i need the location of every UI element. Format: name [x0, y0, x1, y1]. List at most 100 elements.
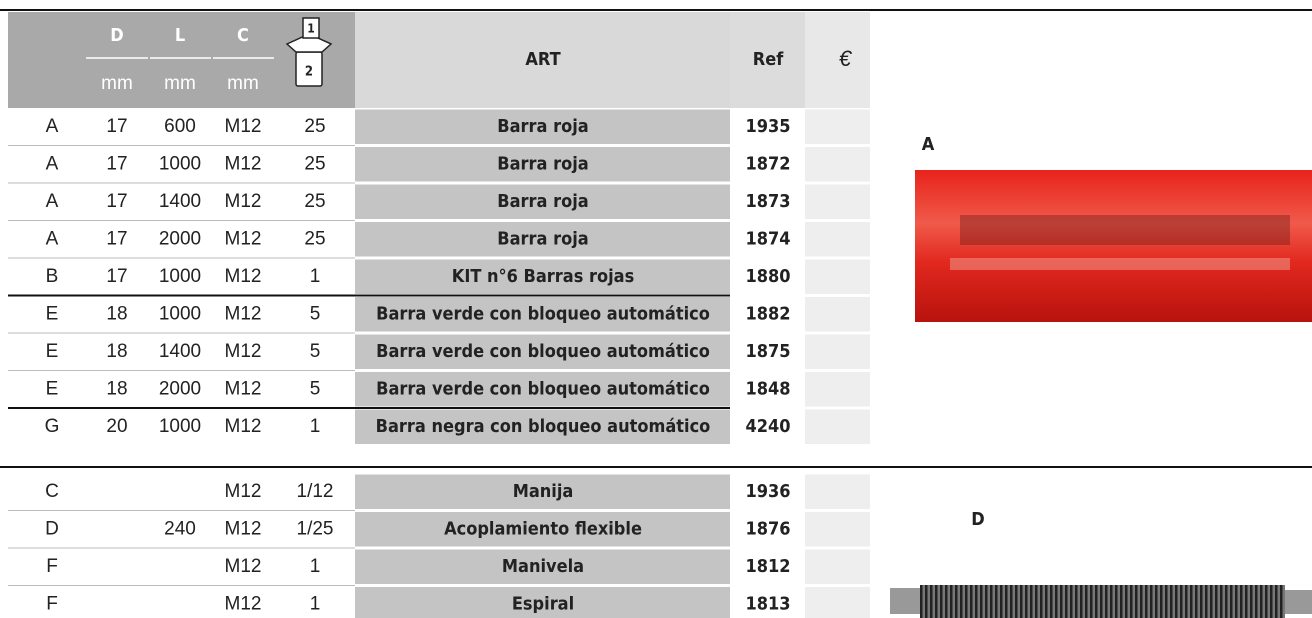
col-ref: Ref — [753, 49, 784, 70]
cell-pack: 1/12 — [297, 481, 334, 502]
art-cell — [355, 297, 730, 332]
cell-pack: 1 — [310, 266, 321, 287]
cell-pack: 25 — [304, 153, 325, 174]
art-name: Barra negra con bloqueo automático — [376, 416, 711, 437]
art-cell — [355, 222, 730, 257]
art-cell — [355, 109, 730, 144]
cell-pack: 25 — [304, 116, 325, 137]
cell-c: M12 — [225, 266, 262, 287]
cell-l: 600 — [164, 116, 196, 137]
price-cell — [805, 109, 870, 144]
cell-c: M12 — [225, 341, 262, 362]
cell-c: M12 — [225, 303, 262, 324]
cell-l: 240 — [164, 518, 196, 539]
unit-d: mm — [101, 73, 133, 94]
cell-c: M12 — [225, 228, 262, 249]
cell-type: E — [46, 303, 59, 324]
cell-l: 2000 — [159, 228, 201, 249]
cell-d: 17 — [106, 228, 127, 249]
ref: 1872 — [745, 153, 790, 174]
art-name: Acoplamiento flexible — [444, 518, 642, 539]
cell-c: M12 — [225, 518, 262, 539]
price-cell — [805, 512, 870, 547]
price-cell — [805, 259, 870, 294]
price-cell — [805, 222, 870, 257]
cell-pack: 25 — [304, 191, 325, 212]
ref: 1876 — [745, 518, 790, 539]
cell-l: 2000 — [159, 378, 201, 399]
art-cell — [355, 587, 730, 618]
cell-type: F — [46, 593, 58, 614]
art-name: Manivela — [502, 556, 584, 577]
price-cell — [805, 474, 870, 509]
box-icon — [285, 17, 333, 87]
art-name: Barra verde con bloqueo automático — [376, 378, 710, 399]
unit-l: mm — [164, 73, 196, 94]
cell-l: 1400 — [159, 191, 201, 212]
cell-c: M12 — [225, 153, 262, 174]
cell-type: D — [45, 518, 59, 539]
cell-pack: 5 — [310, 303, 321, 324]
header-price — [805, 12, 870, 108]
cell-pack: 5 — [310, 378, 321, 399]
cell-type: G — [45, 416, 60, 437]
cell-type: A — [46, 153, 59, 174]
cell-d: 18 — [106, 341, 127, 362]
cell-c: M12 — [225, 481, 262, 502]
art-cell — [355, 259, 730, 294]
product-image-a — [915, 170, 1312, 322]
cell-d: 18 — [106, 303, 127, 324]
box-top: 1 — [307, 22, 315, 36]
cell-l: 1000 — [159, 153, 201, 174]
price-cell — [805, 549, 870, 584]
ref: 1848 — [745, 378, 790, 399]
cell-pack: 1 — [310, 593, 321, 614]
price-cell — [805, 184, 870, 219]
cell-l: 1000 — [159, 303, 201, 324]
box-bottom: 2 — [305, 65, 313, 80]
art-name: Barra roja — [497, 153, 588, 174]
cell-type: A — [46, 191, 59, 212]
art-name: KIT n°6 Barras rojas — [452, 266, 634, 287]
cell-pack: 25 — [304, 228, 325, 249]
cell-type: C — [45, 481, 59, 502]
art-cell — [355, 147, 730, 182]
cell-d: 20 — [106, 416, 127, 437]
header-ref — [730, 12, 805, 108]
cell-pack: 1 — [310, 556, 321, 577]
price-cell — [805, 372, 870, 407]
cell-type: F — [46, 556, 58, 577]
art-cell — [355, 512, 730, 547]
cell-l: 1000 — [159, 266, 201, 287]
cell-d: 17 — [106, 116, 127, 137]
cell-type: E — [46, 341, 59, 362]
art-name: Barra roja — [497, 116, 588, 137]
ref: 1874 — [745, 228, 790, 249]
art-cell — [355, 334, 730, 369]
cell-c: M12 — [225, 593, 262, 614]
col-price: € — [839, 46, 853, 71]
product-image-d — [890, 585, 1312, 618]
art-name: Manija — [513, 481, 574, 502]
header-art — [355, 12, 730, 108]
art-cell — [355, 474, 730, 509]
art-name: Espiral — [512, 593, 574, 614]
art-name: Barra roja — [497, 228, 588, 249]
art-cell — [355, 184, 730, 219]
image-label: D — [971, 509, 984, 530]
art-name: Barra roja — [497, 191, 588, 212]
art-cell — [355, 409, 730, 444]
cell-d: 17 — [106, 191, 127, 212]
price-cell — [805, 587, 870, 618]
ref: 1813 — [745, 593, 790, 614]
col-d: D — [110, 25, 123, 46]
col-art: ART — [525, 49, 560, 70]
cell-d: 18 — [106, 378, 127, 399]
art-name: Barra verde con bloqueo automático — [376, 341, 710, 362]
ref: 1812 — [745, 556, 790, 577]
art-cell — [355, 372, 730, 407]
ref: 4240 — [745, 416, 790, 437]
ref: 1882 — [745, 303, 790, 324]
cell-pack: 1/25 — [297, 518, 334, 539]
